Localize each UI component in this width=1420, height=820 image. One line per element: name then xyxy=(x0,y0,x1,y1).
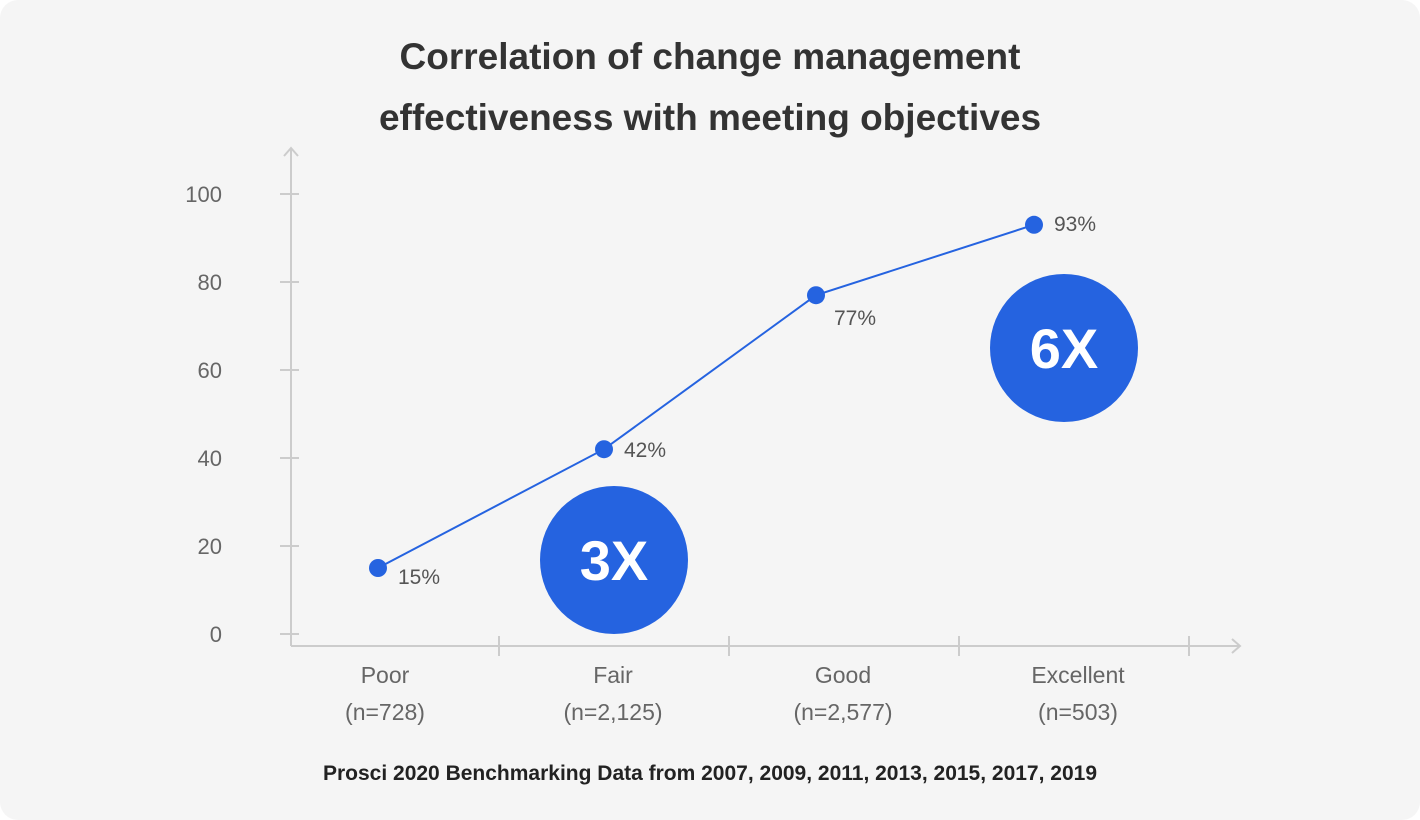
x-category-label: Good xyxy=(815,662,871,688)
title-line-1: Correlation of change management xyxy=(399,36,1021,77)
data-point xyxy=(595,440,613,459)
data-point xyxy=(1025,215,1043,234)
x-category-label: Fair xyxy=(593,662,633,688)
data-point xyxy=(369,559,387,577)
y-tick-label: 40 xyxy=(198,446,222,471)
data-label: 77% xyxy=(834,307,876,330)
data-label: 42% xyxy=(624,439,666,462)
chart-title: Correlation of change management effecti… xyxy=(0,26,1420,148)
y-tick-label: 100 xyxy=(185,182,222,207)
title-line-2: effectiveness with meeting objectives xyxy=(378,97,1042,138)
x-category-label: Poor xyxy=(361,662,410,688)
x-category-count: (n=503) xyxy=(1038,699,1118,725)
multiplier-badge-label: 3X xyxy=(580,529,649,592)
x-axis-arrow-icon xyxy=(1231,638,1242,654)
y-tick-label: 20 xyxy=(198,534,222,559)
y-tick-label: 0 xyxy=(210,622,222,647)
multiplier-badge-label: 6X xyxy=(1030,317,1099,380)
y-tick-label: 80 xyxy=(198,270,222,295)
data-label: 15% xyxy=(398,566,440,589)
data-point xyxy=(807,286,825,305)
series-line xyxy=(377,223,1035,569)
y-tick-label: 60 xyxy=(198,358,222,383)
y-axis-arrow-icon xyxy=(283,146,299,157)
source-note: Prosci 2020 Benchmarking Data from 2007,… xyxy=(322,762,1098,785)
data-label: 93% xyxy=(1054,213,1096,236)
multiplier-badge xyxy=(540,486,688,634)
multiplier-badge xyxy=(990,274,1138,422)
x-category-count: (n=728) xyxy=(345,699,425,725)
x-category-count: (n=2,125) xyxy=(563,699,662,725)
x-category-label: Excellent xyxy=(1031,662,1125,688)
x-category-count: (n=2,577) xyxy=(793,699,892,725)
